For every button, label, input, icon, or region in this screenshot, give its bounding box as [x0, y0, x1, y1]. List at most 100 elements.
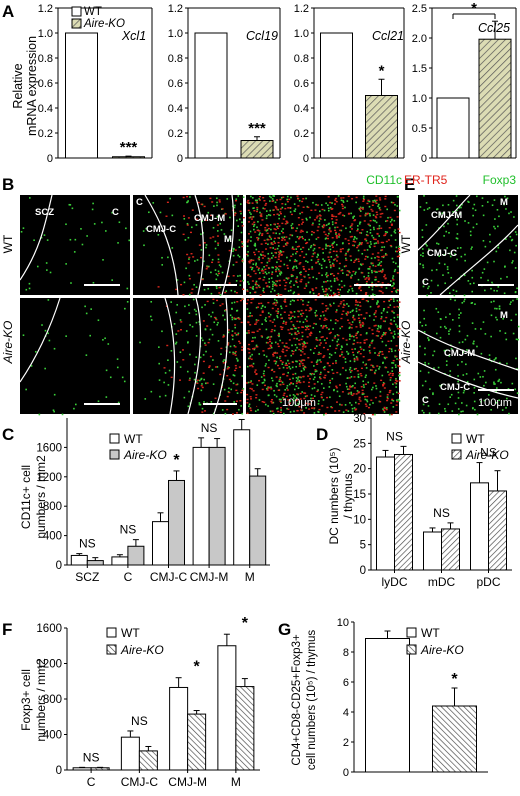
red-speck [273, 284, 276, 286]
green-speck [201, 306, 203, 309]
red-speck [370, 208, 373, 211]
red-speck [379, 401, 382, 403]
green-speck [186, 222, 189, 225]
red-speck [312, 231, 315, 234]
green-speck [463, 389, 466, 392]
green-speck [370, 388, 373, 391]
green-speck [306, 218, 308, 221]
green-speck [289, 259, 291, 262]
red-speck [262, 279, 265, 281]
green-speck [437, 284, 439, 287]
red-speck [297, 326, 300, 329]
green-speck [292, 275, 294, 277]
panel-b-row-ko: Aire-KO [1, 321, 15, 365]
green-speck [267, 214, 270, 216]
green-speck [344, 404, 347, 406]
red-speck [279, 211, 282, 213]
green-speck [228, 387, 230, 390]
green-speck [267, 257, 270, 260]
green-speck [293, 284, 295, 286]
green-speck [269, 410, 272, 413]
red-speck [275, 280, 278, 282]
red-speck [361, 263, 364, 265]
green-speck [249, 312, 252, 314]
green-speck [175, 342, 177, 345]
red-speck [324, 374, 327, 377]
green-speck [338, 395, 341, 398]
legend-g-wt-label: WT [421, 626, 440, 640]
red-speck [331, 362, 334, 365]
red-speck [279, 284, 282, 286]
green-speck [359, 242, 361, 244]
red-speck [224, 213, 227, 215]
significance-label: *** [248, 120, 266, 137]
red-speck [288, 317, 291, 319]
green-speck [435, 208, 438, 211]
micro-ko-cmj [133, 298, 245, 415]
red-speck [221, 303, 224, 305]
green-speck [249, 292, 252, 294]
green-speck [482, 214, 485, 217]
green-speck [315, 345, 318, 347]
green-speck [428, 248, 430, 251]
green-speck [65, 263, 67, 265]
red-speck [249, 381, 252, 384]
green-speck [461, 402, 463, 404]
green-speck [427, 287, 429, 290]
green-speck [498, 305, 501, 308]
green-speck [143, 244, 145, 247]
red-speck [381, 335, 384, 337]
red-speck [241, 260, 244, 262]
red-speck [313, 252, 316, 254]
green-speck [208, 338, 211, 341]
red-speck [303, 344, 306, 346]
green-speck [390, 285, 393, 287]
green-speck [297, 376, 300, 378]
green-speck [468, 201, 470, 203]
red-speck [241, 298, 244, 300]
green-speck [289, 394, 291, 397]
green-speck [282, 320, 285, 323]
green-speck [263, 354, 266, 356]
red-speck [397, 336, 400, 338]
green-speck [73, 407, 75, 410]
red-speck [337, 343, 340, 346]
green-speck [237, 195, 240, 197]
green-speck [249, 315, 251, 317]
green-speck [344, 358, 347, 360]
red-speck [359, 342, 362, 344]
red-speck [302, 326, 305, 328]
green-speck [457, 380, 459, 383]
green-speck [331, 202, 333, 204]
green-speck [493, 260, 495, 263]
red-speck [320, 336, 323, 338]
red-speck [358, 287, 361, 290]
green-speck [325, 243, 327, 246]
green-speck [195, 335, 198, 337]
green-speck [355, 310, 358, 313]
green-speck [281, 196, 283, 199]
red-speck [341, 313, 344, 316]
green-speck [252, 285, 254, 288]
red-speck [236, 301, 239, 303]
red-speck [373, 238, 376, 240]
green-speck [255, 264, 257, 266]
red-speck [394, 379, 397, 382]
red-speck [355, 332, 358, 335]
green-speck [382, 309, 385, 312]
green-speck [290, 317, 293, 319]
green-speck [303, 368, 305, 371]
red-speck [281, 326, 284, 329]
green-speck [265, 328, 268, 331]
green-speck [449, 328, 452, 331]
red-speck [373, 347, 376, 349]
green-speck [390, 201, 393, 204]
green-speck [339, 288, 341, 291]
panel-g-ylabel-line2: cell numbers (10⁵) / thymus [306, 630, 318, 771]
green-speck [377, 301, 379, 303]
green-speck [498, 215, 500, 218]
green-speck [474, 209, 477, 212]
red-speck [279, 208, 282, 210]
boundary-e-ko-1 [417, 329, 519, 371]
red-speck [300, 315, 303, 317]
